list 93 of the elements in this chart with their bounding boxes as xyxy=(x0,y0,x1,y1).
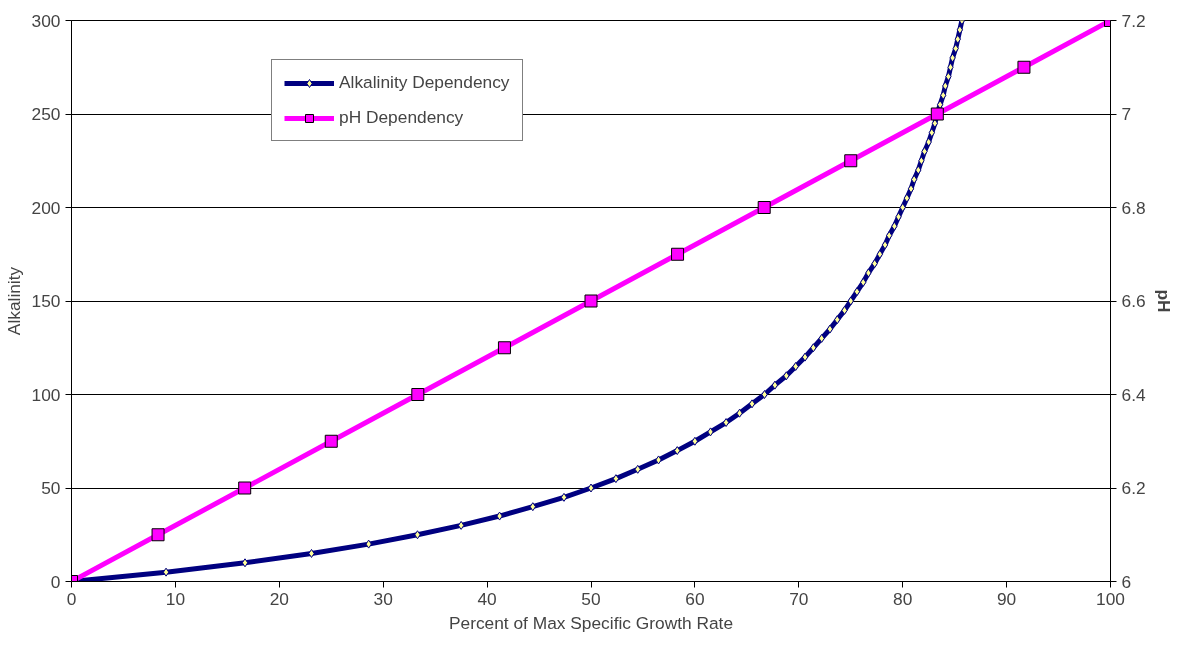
y-tick-label: 50 xyxy=(41,478,61,498)
point xyxy=(655,455,662,465)
point xyxy=(414,530,421,540)
y2-tick-label: 6.6 xyxy=(1121,291,1146,311)
x-tick-label: 50 xyxy=(581,588,601,609)
y2-tick-label: 7.2 xyxy=(1121,10,1146,31)
point xyxy=(853,287,861,297)
y-tick-label: 0 xyxy=(50,571,61,592)
x-axis-title: Percent of Max Specific Growth Rate xyxy=(448,612,734,633)
point xyxy=(757,201,771,214)
point xyxy=(921,146,928,156)
point xyxy=(457,520,465,530)
y-tick-label: 250 xyxy=(31,104,61,124)
point xyxy=(940,90,947,100)
point xyxy=(771,380,779,390)
point xyxy=(584,294,598,308)
point xyxy=(915,165,922,175)
point xyxy=(834,315,841,325)
point xyxy=(942,81,949,91)
point xyxy=(308,548,315,558)
point xyxy=(860,277,867,287)
point xyxy=(783,371,790,381)
point xyxy=(497,341,511,355)
point xyxy=(634,464,641,474)
point xyxy=(949,53,956,63)
point xyxy=(674,446,681,456)
point xyxy=(691,436,699,446)
point xyxy=(238,481,252,495)
point xyxy=(903,193,911,203)
point xyxy=(736,408,743,418)
x-tick-label: 20 xyxy=(269,588,289,609)
point xyxy=(801,352,809,362)
y-tick-label: 100 xyxy=(31,384,61,405)
x-tick-label: 10 xyxy=(165,588,186,609)
y-axis-title: Alkalinity xyxy=(3,266,24,336)
point xyxy=(241,558,249,568)
y-tick-label: 300 xyxy=(31,10,61,31)
point xyxy=(876,249,884,259)
x-tick-label: 40 xyxy=(477,588,497,609)
point xyxy=(612,474,620,484)
y2-tick-label: 6.8 xyxy=(1121,197,1146,218)
point xyxy=(818,333,825,343)
point xyxy=(826,324,834,334)
point xyxy=(324,434,338,448)
legend-label: pH Dependency xyxy=(339,107,464,128)
point xyxy=(928,128,935,138)
y2-tick-label: 7 xyxy=(1121,104,1132,124)
point xyxy=(707,427,714,437)
x-tick-label: 80 xyxy=(893,588,913,609)
x-tick-label: 60 xyxy=(685,588,705,609)
point xyxy=(529,502,536,512)
point xyxy=(162,567,170,577)
point xyxy=(671,247,685,261)
point xyxy=(748,399,756,409)
y2-tick-label: 6.2 xyxy=(1121,478,1146,498)
point xyxy=(496,511,503,521)
point xyxy=(810,343,817,353)
y2-tick-label: 6.4 xyxy=(1121,384,1146,405)
point xyxy=(722,418,730,428)
point xyxy=(365,539,372,549)
y-tick-label: 150 xyxy=(31,291,61,311)
point xyxy=(899,203,906,212)
point xyxy=(865,268,872,278)
point xyxy=(886,231,893,241)
point xyxy=(895,212,902,222)
x-tick-label: 70 xyxy=(789,588,809,609)
point xyxy=(792,361,799,371)
point xyxy=(945,72,952,82)
point xyxy=(1017,60,1031,74)
point xyxy=(881,240,889,250)
point xyxy=(847,296,854,306)
point xyxy=(841,305,848,315)
point xyxy=(871,259,878,269)
legend-label: Alkalinity Dependency xyxy=(339,72,510,93)
point xyxy=(956,25,964,35)
point xyxy=(891,221,898,231)
point xyxy=(560,492,568,502)
point xyxy=(844,154,858,168)
point xyxy=(411,388,425,401)
y-tick-label: 200 xyxy=(31,197,61,218)
point xyxy=(952,44,959,54)
point xyxy=(947,62,954,72)
point xyxy=(587,483,595,493)
point xyxy=(910,174,918,184)
x-tick-label: 30 xyxy=(373,588,393,609)
x-tick-label: 90 xyxy=(996,588,1017,609)
x-tick-label: 0 xyxy=(66,588,77,609)
point xyxy=(954,34,961,44)
point xyxy=(761,390,768,399)
point xyxy=(918,156,925,166)
y2-axis-title: pH xyxy=(1153,289,1174,313)
point xyxy=(151,528,165,542)
point xyxy=(925,137,932,147)
